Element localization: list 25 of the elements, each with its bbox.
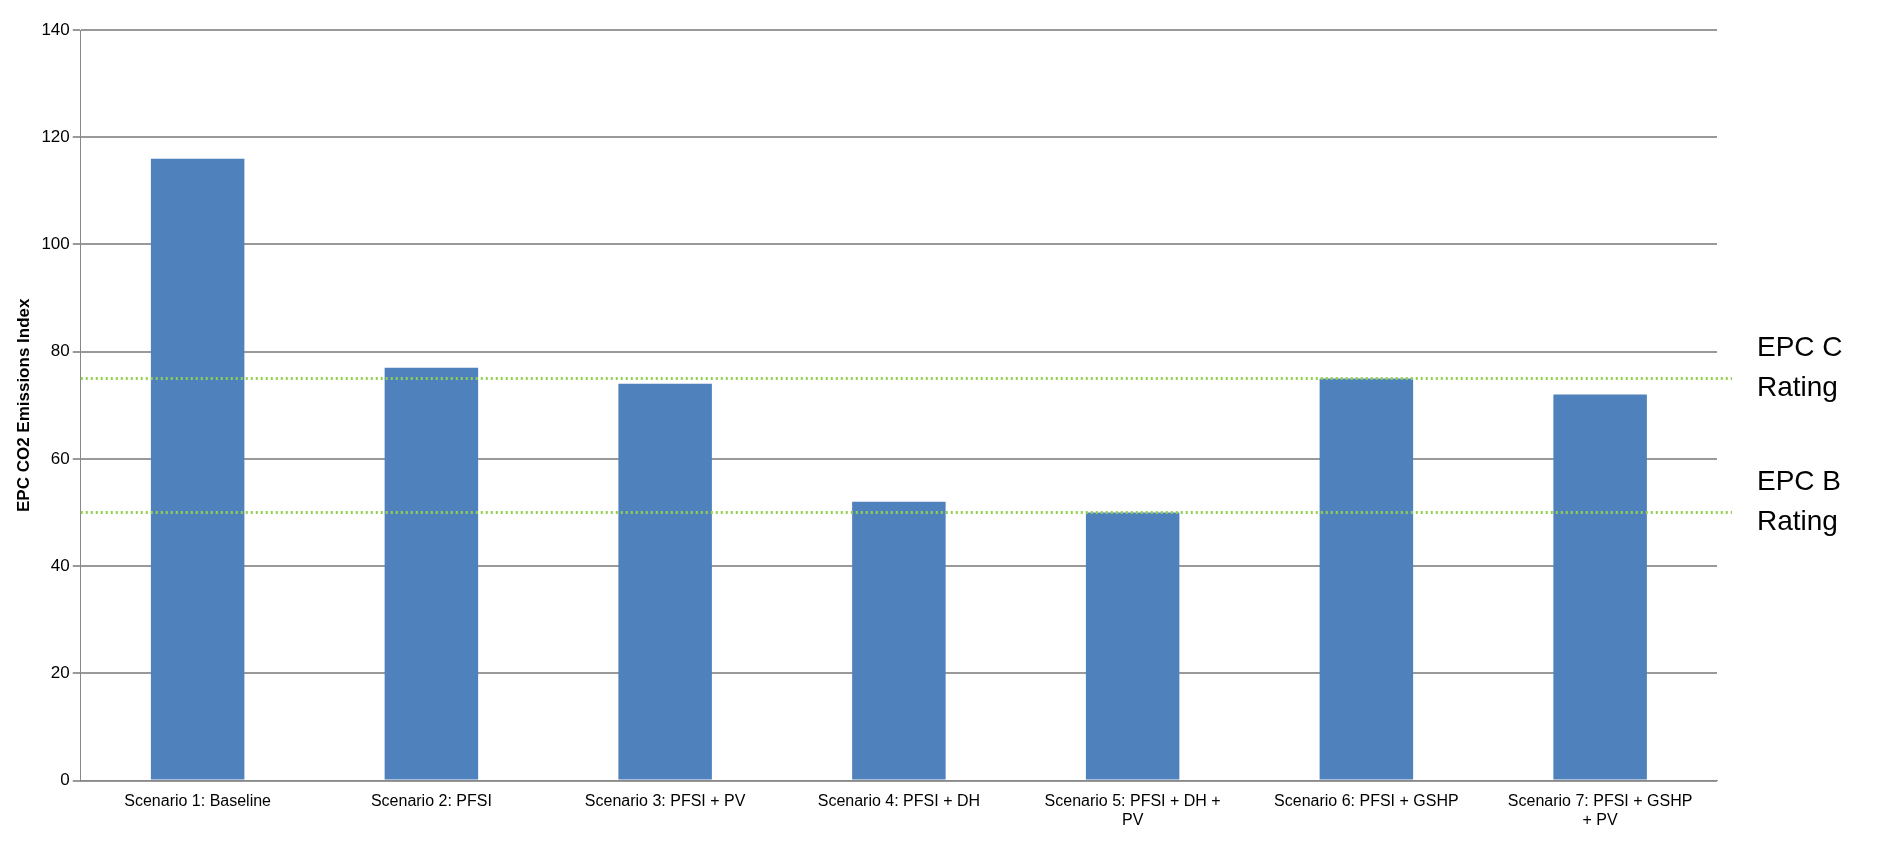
bar: [618, 383, 712, 780]
y-tick-label: 100: [41, 234, 70, 254]
ref-line-label: EPC C Rating: [1757, 331, 1843, 403]
bar: [1553, 394, 1647, 780]
x-tick-label: Scenario 7: PFSI + GSHP + PV: [1507, 791, 1693, 828]
y-tick-label: 0: [60, 770, 70, 790]
bar: [384, 367, 479, 780]
bar: [852, 501, 946, 780]
bar: [1319, 378, 1414, 780]
x-tick-label: Scenario 5: PFSI + DH + PV: [1044, 791, 1221, 828]
y-tick-label: 120: [41, 126, 70, 146]
y-tick-label: 20: [50, 663, 70, 683]
y-tick-label: 60: [50, 448, 70, 468]
y-axis-title: EPC CO2 Emissions Index: [13, 298, 33, 513]
x-tick-label: Scenario 1: Baseline: [124, 791, 272, 809]
y-tick-label: 80: [50, 341, 70, 361]
bar: [1085, 512, 1180, 780]
x-tick-label: Scenario 4: PFSI + DH: [817, 791, 981, 809]
x-tick-label: Scenario 6: PFSI + GSHP: [1274, 791, 1459, 809]
x-tick-label: Scenario 2: PFSI: [370, 791, 492, 809]
y-tick-label: 40: [50, 555, 70, 575]
x-tick-label: Scenario 3: PFSI + PV: [584, 791, 746, 809]
ref-line-label: EPC B Rating: [1757, 465, 1842, 537]
bar: [150, 158, 245, 780]
y-tick-label: 140: [41, 19, 70, 39]
